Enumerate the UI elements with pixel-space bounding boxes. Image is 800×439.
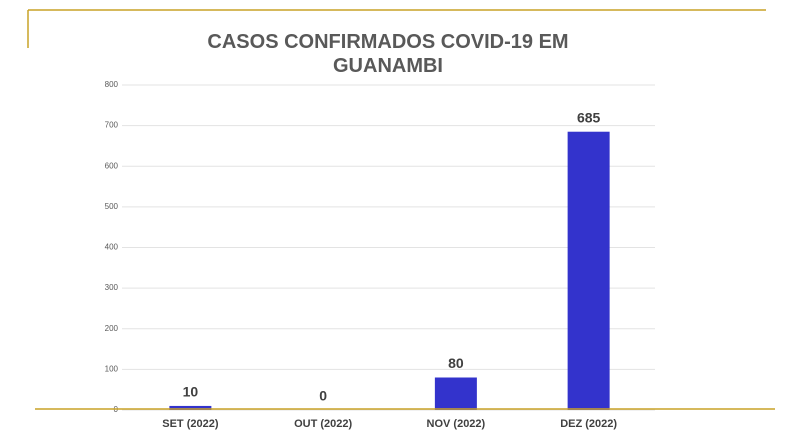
x-tick-label: SET (2022) (162, 418, 219, 430)
y-tick-label: 100 (105, 364, 119, 373)
grid: 0 100 200 300 400 500 600 700 800 (105, 80, 655, 414)
chart-title: CASOS CONFIRMADOS COVID-19 EM GUANAMBI (207, 31, 569, 77)
y-tick-label: 400 (105, 243, 119, 252)
bar (169, 405, 212, 410)
marks: SET (2022) 10 OUT (2022) 0 NOV (2022) 80 DEZ (… (162, 109, 617, 429)
value-label: 685 (577, 109, 601, 125)
x-tick-label: OUT (2022) (294, 418, 352, 430)
y-tick-label: 800 (105, 80, 119, 89)
y-tick-label: 200 (105, 324, 119, 333)
x-tick-label: DEZ (2022) (560, 418, 617, 430)
x-tick-label: NOV (2022) (427, 418, 486, 430)
value-label: 0 (319, 388, 327, 404)
y-tick-label: 300 (105, 283, 119, 292)
y-tick-label: 600 (105, 161, 119, 170)
value-label: 10 (183, 384, 199, 400)
y-tick-label: 700 (105, 121, 119, 130)
bar (567, 131, 610, 410)
value-label: 80 (448, 355, 464, 371)
y-tick-label: 500 (105, 202, 119, 211)
bar (434, 377, 477, 410)
